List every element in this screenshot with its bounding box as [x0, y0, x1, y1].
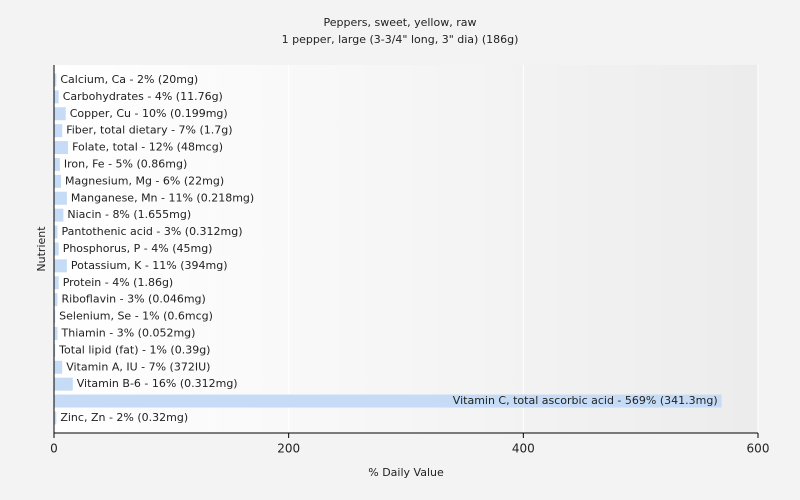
- bar: [54, 242, 59, 256]
- value-label: Iron, Fe - 5% (0.86mg): [64, 157, 187, 170]
- value-label: Potassium, K - 11% (394mg): [71, 259, 228, 272]
- bar: [54, 225, 58, 239]
- y-axis-label: Nutrient: [35, 226, 48, 272]
- value-label: Selenium, Se - 1% (0.6mcg): [59, 310, 213, 323]
- bar: [54, 124, 63, 138]
- value-label: Pantothenic acid - 3% (0.312mg): [62, 225, 243, 238]
- chart-subtitle: 1 pepper, large (3-3/4" long, 3" dia) (1…: [282, 33, 519, 46]
- value-label: Magnesium, Mg - 6% (22mg): [65, 174, 224, 187]
- bar: [54, 411, 57, 425]
- value-label: Phosphorus, P - 4% (45mg): [63, 242, 213, 255]
- x-axis-label: % Daily Value: [368, 466, 444, 479]
- value-label: Thiamin - 3% (0.052mg): [61, 326, 196, 339]
- value-label: Total lipid (fat) - 1% (0.39g): [58, 343, 210, 356]
- value-label: Protein - 4% (1.86g): [63, 276, 174, 289]
- value-label: Carbohydrates - 4% (11.76g): [63, 90, 223, 103]
- bar: [54, 174, 62, 188]
- bar: [54, 293, 58, 307]
- value-label: Manganese, Mn - 11% (0.218mg): [71, 191, 254, 204]
- value-label: Vitamin A, IU - 7% (372IU): [66, 360, 210, 373]
- bar: [54, 343, 56, 357]
- bar: [54, 90, 59, 104]
- value-label: Copper, Cu - 10% (0.199mg): [70, 107, 228, 120]
- bar: [54, 107, 66, 121]
- bar: [54, 276, 59, 290]
- x-tick-label: 0: [50, 442, 58, 456]
- bar: [54, 191, 67, 205]
- value-label: Calcium, Ca - 2% (20mg): [60, 73, 198, 86]
- value-label: Zinc, Zn - 2% (0.32mg): [60, 411, 188, 424]
- bar: [54, 259, 67, 273]
- bar: [54, 326, 58, 340]
- bar: [54, 377, 73, 391]
- bar: [54, 360, 63, 374]
- value-label: Fiber, total dietary - 7% (1.7g): [66, 124, 232, 137]
- value-label: Niacin - 8% (1.655mg): [67, 208, 191, 221]
- bar: [54, 208, 64, 222]
- plot-area: [54, 65, 758, 433]
- x-tick-label: 400: [512, 442, 535, 456]
- x-tick-label: 200: [277, 442, 300, 456]
- value-label: Vitamin B-6 - 16% (0.312mg): [77, 377, 238, 390]
- bar: [54, 310, 56, 324]
- value-label: Folate, total - 12% (48mcg): [72, 141, 223, 154]
- bar: [54, 141, 69, 155]
- bar: [54, 73, 57, 87]
- value-label: Vitamin C, total ascorbic acid - 569% (3…: [453, 394, 718, 407]
- bar: [54, 394, 722, 408]
- chart-title: Peppers, sweet, yellow, raw: [324, 16, 477, 29]
- bar: [54, 157, 60, 171]
- value-label: Riboflavin - 3% (0.046mg): [62, 293, 206, 306]
- x-tick-label: 600: [747, 442, 770, 456]
